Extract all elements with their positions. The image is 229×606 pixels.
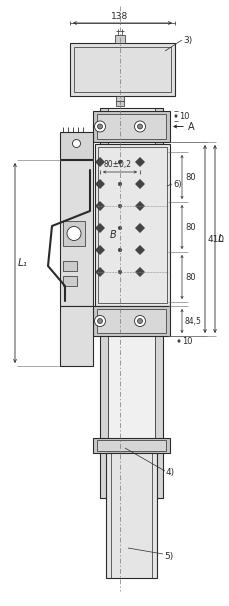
Text: L₁: L₁ [18, 258, 28, 268]
Text: 3): 3) [182, 36, 191, 44]
Polygon shape [135, 179, 144, 188]
Text: L: L [217, 234, 223, 244]
Circle shape [118, 248, 121, 252]
Text: 80: 80 [184, 273, 195, 282]
Polygon shape [95, 179, 104, 188]
Circle shape [134, 316, 145, 327]
Text: 80: 80 [184, 173, 195, 182]
Bar [70, 43, 174, 96]
Bar [100, 108, 162, 498]
Polygon shape [95, 158, 104, 167]
Text: 6): 6) [172, 179, 181, 188]
Polygon shape [135, 224, 144, 233]
Circle shape [118, 160, 121, 164]
Circle shape [67, 227, 81, 241]
Text: 80±0,2: 80±0,2 [104, 160, 131, 169]
Circle shape [137, 124, 142, 129]
Polygon shape [95, 202, 104, 210]
Bar [63, 221, 85, 246]
Bar [108, 108, 154, 498]
Bar [93, 306, 169, 336]
Bar [114, 35, 124, 43]
Text: 10: 10 [178, 112, 189, 121]
Bar [100, 108, 108, 498]
Circle shape [94, 316, 105, 327]
Bar [93, 111, 169, 142]
Bar [98, 147, 166, 303]
Bar [93, 438, 169, 453]
Polygon shape [135, 267, 144, 276]
Circle shape [97, 124, 102, 129]
Polygon shape [95, 224, 104, 233]
Text: 80: 80 [184, 222, 195, 231]
Bar [74, 47, 170, 92]
Circle shape [118, 182, 121, 186]
Polygon shape [135, 158, 144, 167]
Text: 138: 138 [111, 12, 128, 21]
Bar [154, 108, 162, 498]
Circle shape [134, 121, 145, 132]
Circle shape [118, 204, 121, 208]
Bar [60, 132, 93, 159]
Bar [63, 276, 77, 286]
Text: B: B [109, 230, 116, 240]
Bar [115, 96, 123, 106]
Polygon shape [95, 245, 104, 255]
Bar [95, 144, 169, 306]
Bar [106, 453, 156, 578]
Text: A: A [187, 121, 194, 132]
Text: 410: 410 [207, 235, 224, 244]
Circle shape [97, 319, 102, 324]
Circle shape [118, 270, 121, 274]
Text: 10: 10 [181, 336, 192, 345]
Circle shape [94, 121, 105, 132]
Bar [60, 306, 93, 366]
Bar [60, 160, 93, 306]
Text: 84,5: 84,5 [184, 316, 201, 325]
Bar [97, 440, 165, 451]
Bar [97, 309, 165, 333]
Polygon shape [95, 267, 104, 276]
Bar [63, 261, 77, 271]
Bar [97, 114, 165, 139]
Circle shape [72, 139, 80, 147]
Circle shape [118, 226, 121, 230]
Circle shape [137, 319, 142, 324]
Text: 4): 4) [165, 468, 174, 478]
Polygon shape [135, 202, 144, 210]
Text: 5): 5) [163, 551, 172, 561]
Polygon shape [135, 245, 144, 255]
